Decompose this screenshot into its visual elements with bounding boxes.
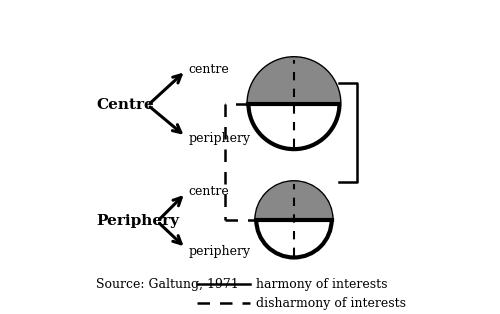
Text: harmony of interests: harmony of interests <box>256 278 388 291</box>
Text: Centre: Centre <box>96 98 154 112</box>
Text: centre: centre <box>189 185 230 198</box>
Circle shape <box>256 182 332 257</box>
Text: periphery: periphery <box>189 245 251 258</box>
Text: periphery: periphery <box>189 132 251 145</box>
Text: disharmony of interests: disharmony of interests <box>256 296 406 310</box>
Text: centre: centre <box>189 62 230 76</box>
Text: Source: Galtung, 1971: Source: Galtung, 1971 <box>96 278 239 291</box>
Text: Periphery: Periphery <box>96 214 179 228</box>
Polygon shape <box>256 182 332 220</box>
Circle shape <box>248 58 340 149</box>
Polygon shape <box>248 58 340 104</box>
